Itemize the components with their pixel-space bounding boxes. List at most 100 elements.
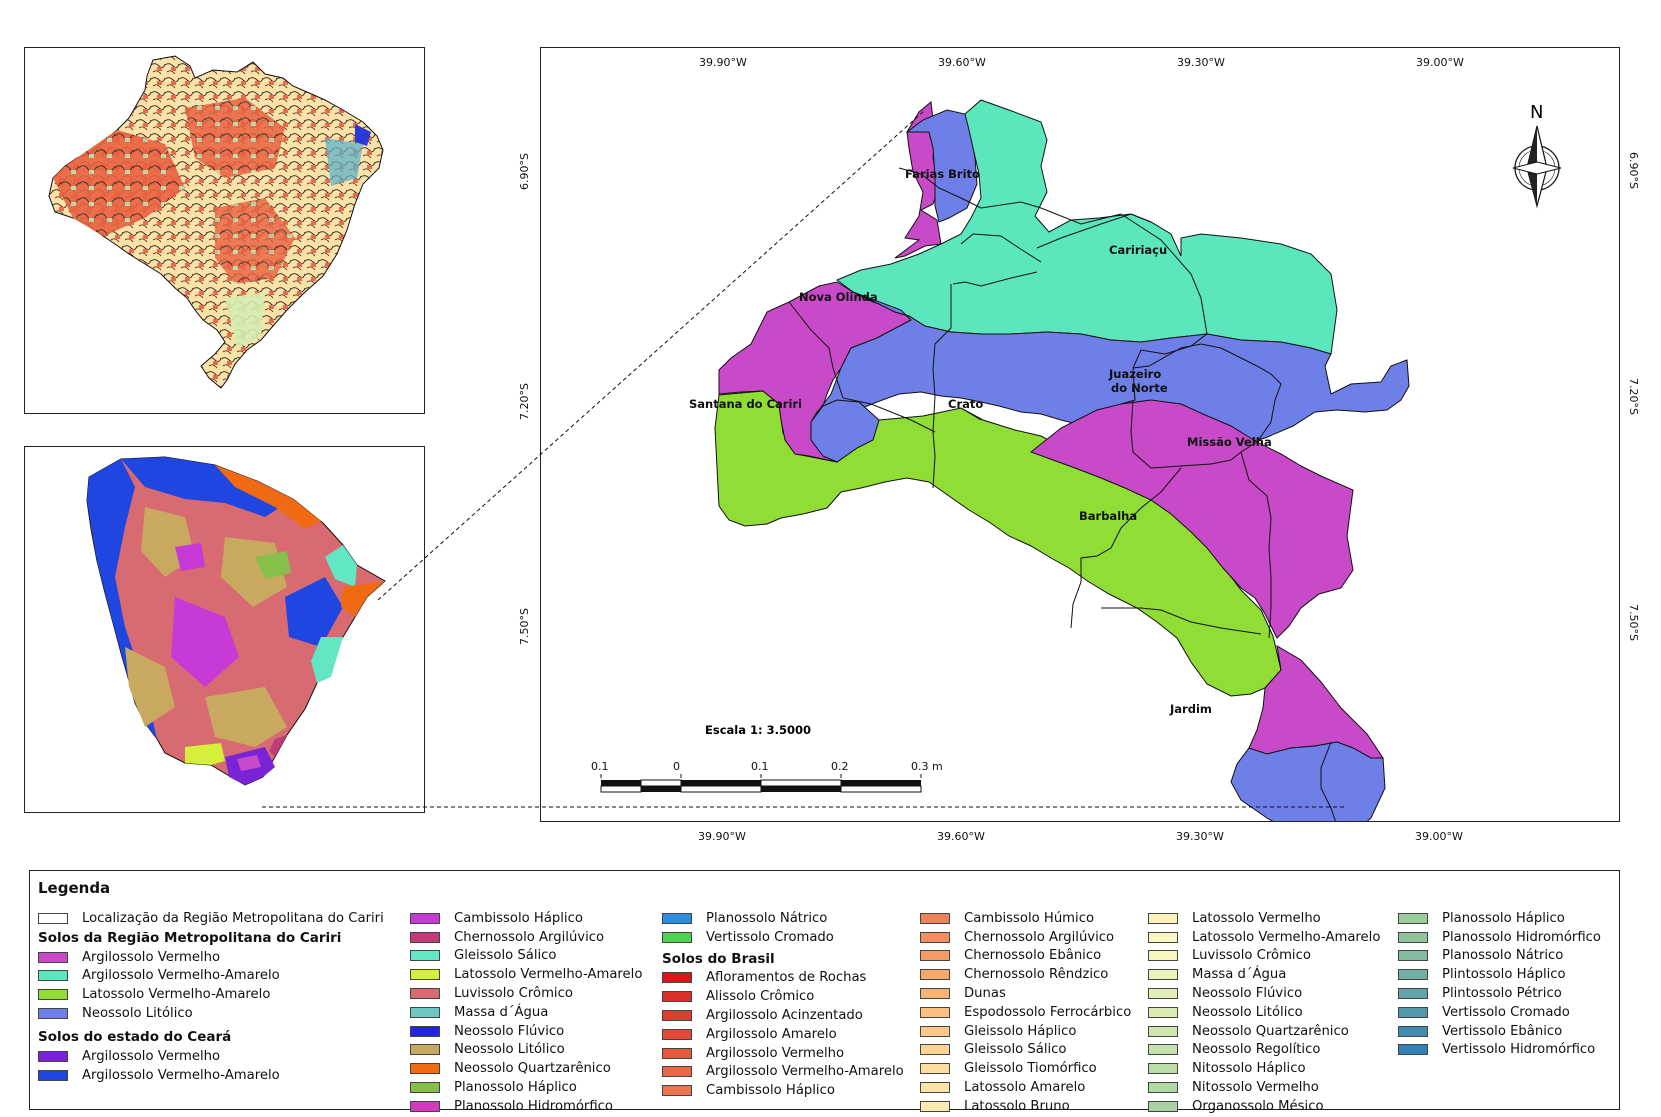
legend-item: Planossolo Hidromórfico <box>1398 928 1601 947</box>
legend-swatch <box>920 988 950 1000</box>
legend-item-label: Vertissolo Ebânico <box>1442 1023 1563 1039</box>
legend-item-label: Planossolo Háplico <box>454 1080 577 1096</box>
legend-item: Chernossolo Rêndzico <box>920 965 1131 984</box>
legend-item: Latossolo Amarelo <box>920 1078 1131 1097</box>
municipal-boundaries <box>788 167 1342 839</box>
legend-item: Planossolo Háplico <box>1398 909 1601 928</box>
legend-item-label: Massa d´Água <box>454 1004 549 1020</box>
legend-swatch <box>662 1028 692 1040</box>
ceara-inset-frame <box>24 446 425 813</box>
legend-item-label: Planossolo Hidromórfico <box>454 1098 613 1114</box>
legend-swatch <box>38 989 68 1001</box>
legend-swatch <box>38 951 68 963</box>
legend-item-label: Luvissolo Crômico <box>454 986 573 1002</box>
legend-swatch <box>38 1050 68 1062</box>
legend-item: Neossolo Litólico <box>410 1041 642 1060</box>
legend-item: Cambissolo Húmico <box>920 909 1131 928</box>
legend-swatch <box>1148 1100 1178 1112</box>
label-crato: Crato <box>948 397 983 411</box>
legend-swatch <box>920 931 950 943</box>
main-map-svg: Farias Brito Caririaçu Nova Olinda Juaze… <box>591 56 1562 847</box>
legend-item-label: Argilossolo Acinzentado <box>706 1008 863 1024</box>
legend-item-label: Neossolo Quartzarênico <box>1192 1023 1349 1039</box>
right-tick-3: 7.50°S <box>1627 604 1640 641</box>
legend-item: Neossolo Flúvico <box>1148 984 1380 1003</box>
right-tick-2: 7.20°S <box>1627 378 1640 415</box>
legend-header-cariri: Solos da Região Metropolitana do Cariri <box>38 929 342 946</box>
legend-item-label: Dunas <box>964 986 1006 1002</box>
label-santana-do-cariri: Santana do Cariri <box>689 397 802 411</box>
legend-swatch <box>662 1010 692 1022</box>
label-jardim: Jardim <box>1169 702 1212 716</box>
legend-item: Argilossolo Vermelho-Amarelo <box>38 1066 384 1085</box>
legend-item: Gleissolo Tiomórfico <box>920 1059 1131 1078</box>
legend-swatch <box>410 1063 440 1075</box>
legend-swatch <box>1148 950 1178 962</box>
legend-swatch <box>410 950 440 962</box>
legend-swatch <box>1398 1006 1428 1018</box>
legend-item-label: Latossolo Vermelho-Amarelo <box>82 987 271 1003</box>
legend-item: Planossolo Háplico <box>410 1078 642 1097</box>
legend-item: Argilossolo Amarelo <box>662 1025 904 1044</box>
legend-item-label: Alissolo Crômico <box>706 989 815 1005</box>
legend-item: Latossolo Bruno <box>920 1097 1131 1116</box>
legend-item-label: Argilossolo Vermelho-Amarelo <box>82 1067 280 1083</box>
legend-ceara-list-c: Planossolo Nátrico Vertissolo Cromado <box>662 909 904 947</box>
north-arrow-icon: N <box>1512 102 1562 209</box>
legend-swatch <box>920 1063 950 1075</box>
legend-item: Latossolo Vermelho <box>1148 909 1380 928</box>
legend-swatch <box>1148 969 1178 981</box>
right-tick-1: 6.90°S <box>1627 152 1640 189</box>
bottom-tick-4: 39.00°W <box>1415 830 1463 843</box>
legend-item: Cambissolo Háplico <box>662 1081 904 1100</box>
legend-item-label: Gleissolo Sálico <box>964 1042 1067 1058</box>
legend-item-label: Argilossolo Vermelho <box>706 1045 845 1061</box>
legend-item: Planossolo Nátrico <box>662 909 904 928</box>
legend-swatch <box>920 950 950 962</box>
legend-item-label: Gleissolo Tiomórfico <box>964 1061 1097 1077</box>
legend-swatch <box>920 1006 950 1018</box>
legend-swatch <box>662 1066 692 1078</box>
scale-label-3: 0.1 <box>751 760 769 773</box>
ceara-inset-map <box>86 456 386 786</box>
legend-item-label: Argilossolo Vermelho-Amarelo <box>706 1064 904 1080</box>
legend-col-3: Planossolo Nátrico Vertissolo Cromado Sol… <box>662 909 904 1100</box>
legend-swatch <box>38 970 68 982</box>
legend-item: Gleissolo Háplico <box>920 1022 1131 1041</box>
legend-swatch <box>920 1082 950 1094</box>
legend-item-label: Vertissolo Cromado <box>1442 1004 1570 1020</box>
legend-item: Vertissolo Cromado <box>1398 1003 1601 1022</box>
label-missao-velha: Missão Velha <box>1187 435 1272 449</box>
legend-swatch <box>38 1069 68 1081</box>
legend-swatch <box>1398 1025 1428 1037</box>
legend-swatch <box>1148 912 1178 924</box>
legend-item-label: Nitossolo Háplico <box>1192 1061 1306 1077</box>
legend-item-label: Argilossolo Vermelho <box>82 949 221 965</box>
legend-item: Argilossolo Vermelho-Amarelo <box>662 1063 904 1082</box>
legend-item: Neossolo Flúvico <box>410 1022 642 1041</box>
legend-ceara-list-a: Argilossolo Vermelho Argilossolo Vermelho… <box>38 1047 384 1085</box>
bottom-tick-3: 39.30°W <box>1176 830 1224 843</box>
legend-item-label: Chernossolo Argilúvico <box>964 929 1115 945</box>
legend-item-label: Plintossolo Háplico <box>1442 967 1566 983</box>
legend-ceara-list-b: Cambissolo Háplico Chernossolo Argilúvico… <box>410 909 642 1116</box>
legend-item-label: Massa d´Água <box>1192 967 1287 983</box>
legend-swatch <box>920 1044 950 1056</box>
scale-label-1: 0.1 <box>591 760 609 773</box>
legend-swatch <box>1398 950 1428 962</box>
legend-item: Latossolo Vermelho-Amarelo <box>1148 928 1380 947</box>
legend-item: Chernossolo Argilúvico <box>410 928 642 947</box>
legend-item: Afloramentos de Rochas <box>662 969 904 988</box>
legend-swatch <box>1148 931 1178 943</box>
legend-item: Plintossolo Pétrico <box>1398 984 1601 1003</box>
legend-swatch <box>410 931 440 943</box>
legend-swatch <box>662 972 692 984</box>
top-tick-2: 39.60°W <box>938 56 986 69</box>
scale-text: Escala 1: 3.5000 <box>705 723 811 737</box>
legend-item: Plintossolo Háplico <box>1398 965 1601 984</box>
legend-swatch <box>920 969 950 981</box>
legend-item-label: Neossolo Flúvico <box>1192 986 1303 1002</box>
top-tick-3: 39.30°W <box>1177 56 1225 69</box>
label-juazeiro: Juazeiro <box>1108 367 1161 381</box>
legend-item: Planossolo Hidromórfico <box>410 1097 642 1116</box>
